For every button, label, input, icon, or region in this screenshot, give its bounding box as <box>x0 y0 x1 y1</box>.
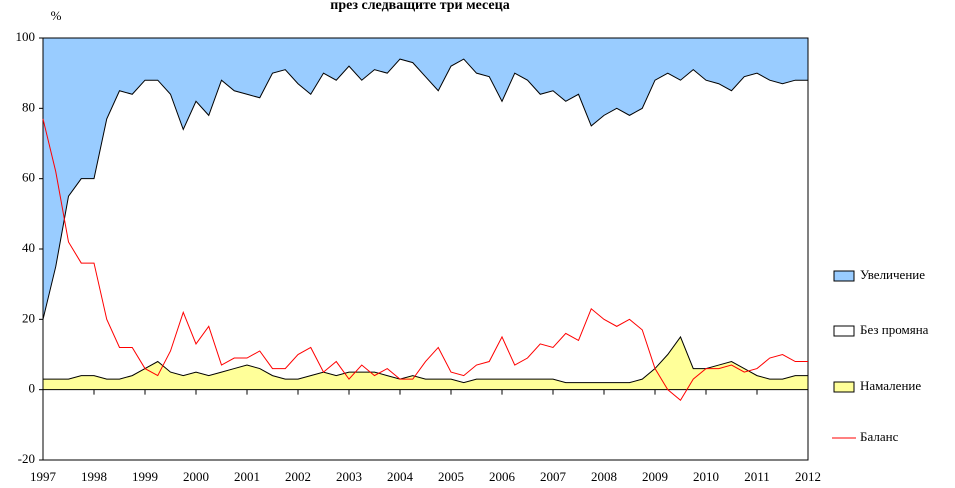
line <box>42 118 808 401</box>
x-tick-label: 2005 <box>438 469 464 484</box>
legend-label: Без промяна <box>860 322 929 337</box>
x-tick-label: 2004 <box>387 469 414 484</box>
x-tick-label: 2006 <box>489 469 516 484</box>
x-tick-label: 2010 <box>693 469 719 484</box>
y-tick-label: 0 <box>29 381 36 396</box>
y-tick-label: 40 <box>22 240 35 255</box>
x-tick-label: 2011 <box>744 469 770 484</box>
area <box>43 336 808 390</box>
area <box>43 59 808 383</box>
x-tick-label: 2008 <box>591 469 617 484</box>
x-tick-label: 1999 <box>132 469 158 484</box>
y-axis-label: % <box>51 8 62 23</box>
legend-swatch <box>833 381 855 393</box>
x-tick-label: 2007 <box>540 469 567 484</box>
y-tick-label: -20 <box>18 451 35 466</box>
legend-swatch <box>833 270 855 282</box>
y-tick-label: 80 <box>22 99 35 114</box>
legend-label: Баланс <box>860 429 899 444</box>
x-tick-label: 1997 <box>30 469 57 484</box>
y-tick-label: 100 <box>16 29 36 44</box>
x-tick-label: 2000 <box>183 469 209 484</box>
legend-label: Увеличение <box>860 267 925 282</box>
legend-label: Намаление <box>860 378 921 393</box>
x-tick-label: 2003 <box>336 469 362 484</box>
legend-swatch <box>833 325 855 337</box>
y-tick-label: 60 <box>22 170 35 185</box>
x-tick-label: 1998 <box>81 469 107 484</box>
x-tick-label: 2002 <box>285 469 311 484</box>
chart-title: през следващите три месеца <box>330 0 509 13</box>
area-boundary <box>43 335 808 384</box>
x-tick-label: 2012 <box>795 469 821 484</box>
x-tick-label: 2001 <box>234 469 260 484</box>
area-boundary <box>42 58 808 320</box>
y-tick-label: 20 <box>22 310 35 325</box>
x-tick-label: 2009 <box>642 469 668 484</box>
